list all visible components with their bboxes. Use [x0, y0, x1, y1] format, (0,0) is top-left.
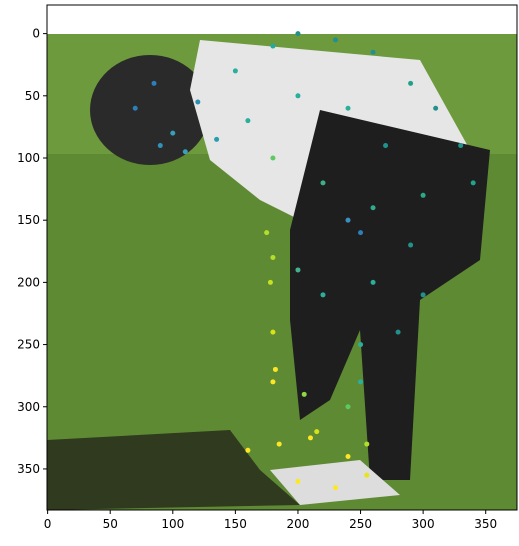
y-tick-label: 0: [32, 27, 40, 41]
point: [346, 218, 351, 223]
point: [295, 479, 300, 484]
x-tick-label: 100: [161, 517, 184, 531]
point: [133, 106, 138, 111]
photo: [47, 34, 517, 510]
point: [358, 230, 363, 235]
point: [245, 448, 250, 453]
point: [195, 100, 200, 105]
point: [302, 392, 307, 397]
point: [158, 143, 163, 148]
point: [333, 37, 338, 42]
point: [270, 255, 275, 260]
point: [270, 379, 275, 384]
point: [270, 330, 275, 335]
point: [383, 143, 388, 148]
point: [371, 280, 376, 285]
blank: [47, 5, 517, 33]
point: [295, 267, 300, 272]
point: [314, 429, 319, 434]
point: [421, 292, 426, 297]
point: [364, 473, 369, 478]
y-tick-label: 250: [17, 338, 40, 352]
point: [433, 106, 438, 111]
point: [270, 155, 275, 160]
point: [277, 442, 282, 447]
point: [270, 44, 275, 49]
y-tick-label: 100: [17, 151, 40, 165]
point: [233, 68, 238, 73]
point: [346, 404, 351, 409]
y-tick-label: 150: [17, 213, 40, 227]
point: [346, 106, 351, 111]
point: [408, 81, 413, 86]
point: [371, 205, 376, 210]
x-tick-label: 200: [287, 517, 310, 531]
point: [364, 442, 369, 447]
y-tick-label: 50: [25, 89, 40, 103]
point: [295, 31, 300, 36]
point: [333, 485, 338, 490]
point: [408, 243, 413, 248]
x-tick-label: 350: [474, 517, 497, 531]
point: [320, 292, 325, 297]
point: [320, 180, 325, 185]
point: [458, 143, 463, 148]
point: [245, 118, 250, 123]
y-tick-label: 300: [17, 400, 40, 414]
point: [421, 193, 426, 198]
x-tick-label: 50: [103, 517, 118, 531]
point: [471, 180, 476, 185]
point: [308, 435, 313, 440]
point: [371, 50, 376, 55]
y-tick-label: 350: [17, 462, 40, 476]
point: [396, 330, 401, 335]
chart: 0 50 100 150 200 250 300 350 0 50 100 150 200 250 300 3…: [0, 0, 519, 542]
point: [273, 367, 278, 372]
point: [295, 93, 300, 98]
point: [183, 149, 188, 154]
head: [90, 55, 210, 165]
point: [358, 379, 363, 384]
point: [264, 230, 269, 235]
point: [358, 342, 363, 347]
point: [152, 81, 157, 86]
x-tick-label: 300: [412, 517, 435, 531]
x-tick-label: 250: [349, 517, 372, 531]
y-tick-label: 200: [17, 275, 40, 289]
x-tick-label: 150: [224, 517, 247, 531]
point: [170, 131, 175, 136]
x-tick-label: 0: [44, 517, 52, 531]
point: [268, 280, 273, 285]
point: [214, 137, 219, 142]
point: [346, 454, 351, 459]
